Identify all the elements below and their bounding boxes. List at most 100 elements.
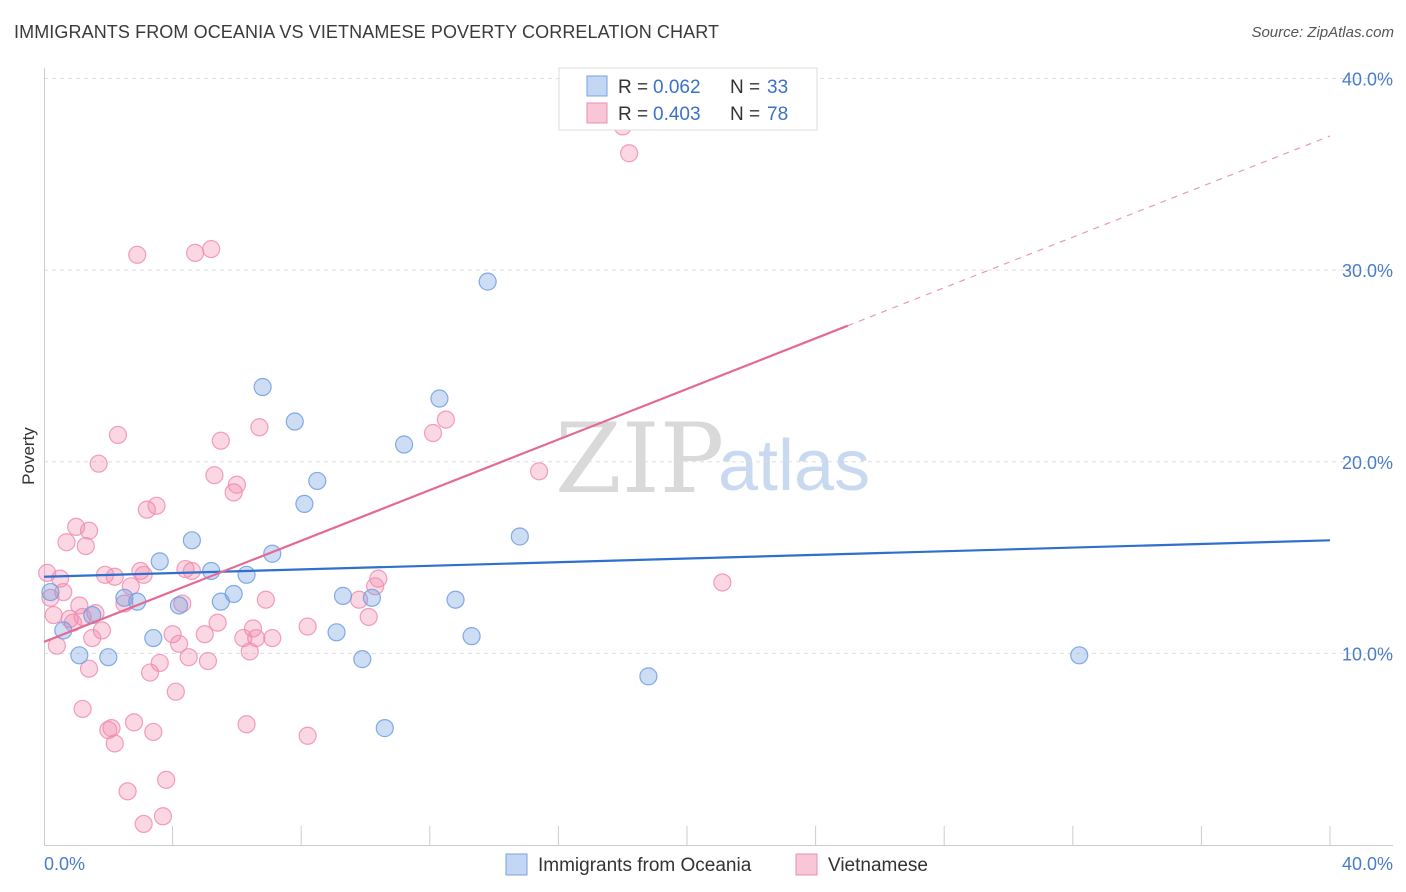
oceania-point [446, 590, 465, 609]
oceania-point [639, 667, 658, 686]
vietnamese-point [256, 590, 275, 609]
x-tick-label-min: 0.0% [44, 854, 85, 874]
vietnamese-point [83, 628, 102, 648]
watermark-zip: ZIP [555, 403, 724, 515]
oceania-point [353, 650, 372, 669]
vietnamese-point [713, 573, 732, 592]
oceania-point [327, 623, 346, 642]
vietnamese-point [247, 628, 266, 648]
vietnamese-point [179, 648, 198, 667]
oceania-points [41, 272, 1089, 738]
vietnamese-point [44, 605, 63, 625]
vietnamese-point [202, 239, 221, 259]
y-tick-label: 10.0% [1342, 644, 1393, 664]
vietnamese-point [205, 466, 224, 485]
oceania-trend-line [43, 539, 1331, 578]
oceania-point [394, 435, 414, 454]
bottom-legend-swatch-oceania [505, 853, 528, 876]
vietnamese-point [153, 807, 173, 826]
oceania-point [144, 628, 163, 648]
legend-r-label-vietnamese: R = [618, 104, 648, 125]
legend-n-value-vietnamese: 78 [767, 104, 788, 125]
oceania-point [375, 719, 394, 738]
vietnamese-point [169, 634, 189, 653]
vietnamese-point [105, 734, 124, 753]
vietnamese-point [198, 651, 218, 671]
legend-n-label-oceania: N = [730, 77, 760, 98]
vietnamese-point [298, 617, 317, 636]
vietnamese-point [298, 726, 317, 745]
vietnamese-point [263, 628, 282, 648]
vietnamese-points [38, 111, 732, 834]
vietnamese-point [102, 719, 121, 738]
vietnamese-point [173, 594, 192, 613]
vietnamese-point [369, 569, 388, 588]
vietnamese-point [57, 533, 76, 552]
x-tick-label-max: 40.0% [1342, 854, 1393, 874]
vietnamese-point [208, 613, 227, 632]
oceania-point [308, 471, 327, 491]
oceania-point [333, 586, 353, 605]
vietnamese-point [105, 567, 124, 586]
legend-r-label-oceania: R = [618, 77, 648, 98]
legend-n-value-oceania: 33 [767, 77, 788, 98]
vietnamese-point [79, 521, 99, 540]
watermark-atlas: atlas [718, 426, 870, 506]
vietnamese-point [137, 500, 156, 519]
oceania-point [285, 412, 304, 431]
oceania-point [99, 648, 118, 667]
oceania-point [362, 588, 382, 607]
chart-title: IMMIGRANTS FROM OCEANIA VS VIETNAMESE PO… [14, 22, 720, 42]
oceania-point [510, 527, 529, 546]
oceania-point [182, 531, 201, 550]
y-axis-ticks: 10.0% 20.0% 30.0% 40.0% [1342, 70, 1393, 665]
vietnamese-point [227, 475, 246, 494]
vietnamese-point [92, 621, 111, 640]
y-tick-label: 30.0% [1342, 261, 1393, 281]
vietnamese-point [76, 536, 95, 556]
vietnamese-point [70, 596, 89, 615]
vietnamese-point [163, 625, 182, 644]
legend-n-label-vietnamese: N = [730, 104, 760, 125]
vietnamese-point [147, 496, 166, 515]
x-axis-ticks [172, 826, 1331, 845]
vietnamese-point [237, 715, 256, 734]
vietnamese-point [195, 625, 214, 644]
y-tick-label: 20.0% [1342, 453, 1393, 473]
vietnamese-point [118, 782, 137, 801]
vietnamese-point [157, 770, 176, 789]
vietnamese-point [108, 425, 128, 445]
series-legend: Immigrants from Oceania Vietnamese [505, 853, 928, 876]
vietnamese-point [620, 144, 639, 163]
vietnamese-point [41, 588, 60, 607]
legend-swatch-vietnamese [586, 102, 608, 124]
vietnamese-point [121, 577, 140, 596]
vietnamese-point [243, 619, 263, 638]
bottom-legend-label-oceania: Immigrants from Oceania [538, 855, 752, 876]
bottom-legend-label-vietnamese: Vietnamese [828, 855, 928, 876]
legend-r-value-oceania: 0.062 [653, 77, 701, 98]
y-axis-label: Poverty [19, 427, 38, 485]
vietnamese-trend-extension [847, 135, 1331, 327]
vietnamese-point [50, 569, 70, 588]
vietnamese-point [250, 418, 269, 437]
vietnamese-point [89, 454, 108, 473]
oceania-point [462, 627, 481, 646]
vietnamese-point [150, 653, 169, 673]
oceania-point [430, 389, 449, 408]
oceania-point [70, 646, 89, 665]
oceania-point [1070, 646, 1089, 665]
oceania-point [478, 272, 497, 291]
vietnamese-point [423, 423, 443, 443]
vietnamese-point [134, 814, 153, 834]
vietnamese-point [186, 243, 205, 262]
vietnamese-point [436, 410, 455, 429]
vietnamese-point [211, 431, 230, 450]
vietnamese-point [73, 699, 92, 719]
watermark: ZIP atlas [555, 403, 870, 515]
vietnamese-point [144, 722, 163, 742]
legend-swatch-oceania [586, 75, 608, 97]
vietnamese-point [166, 682, 185, 701]
vietnamese-point [182, 561, 201, 581]
